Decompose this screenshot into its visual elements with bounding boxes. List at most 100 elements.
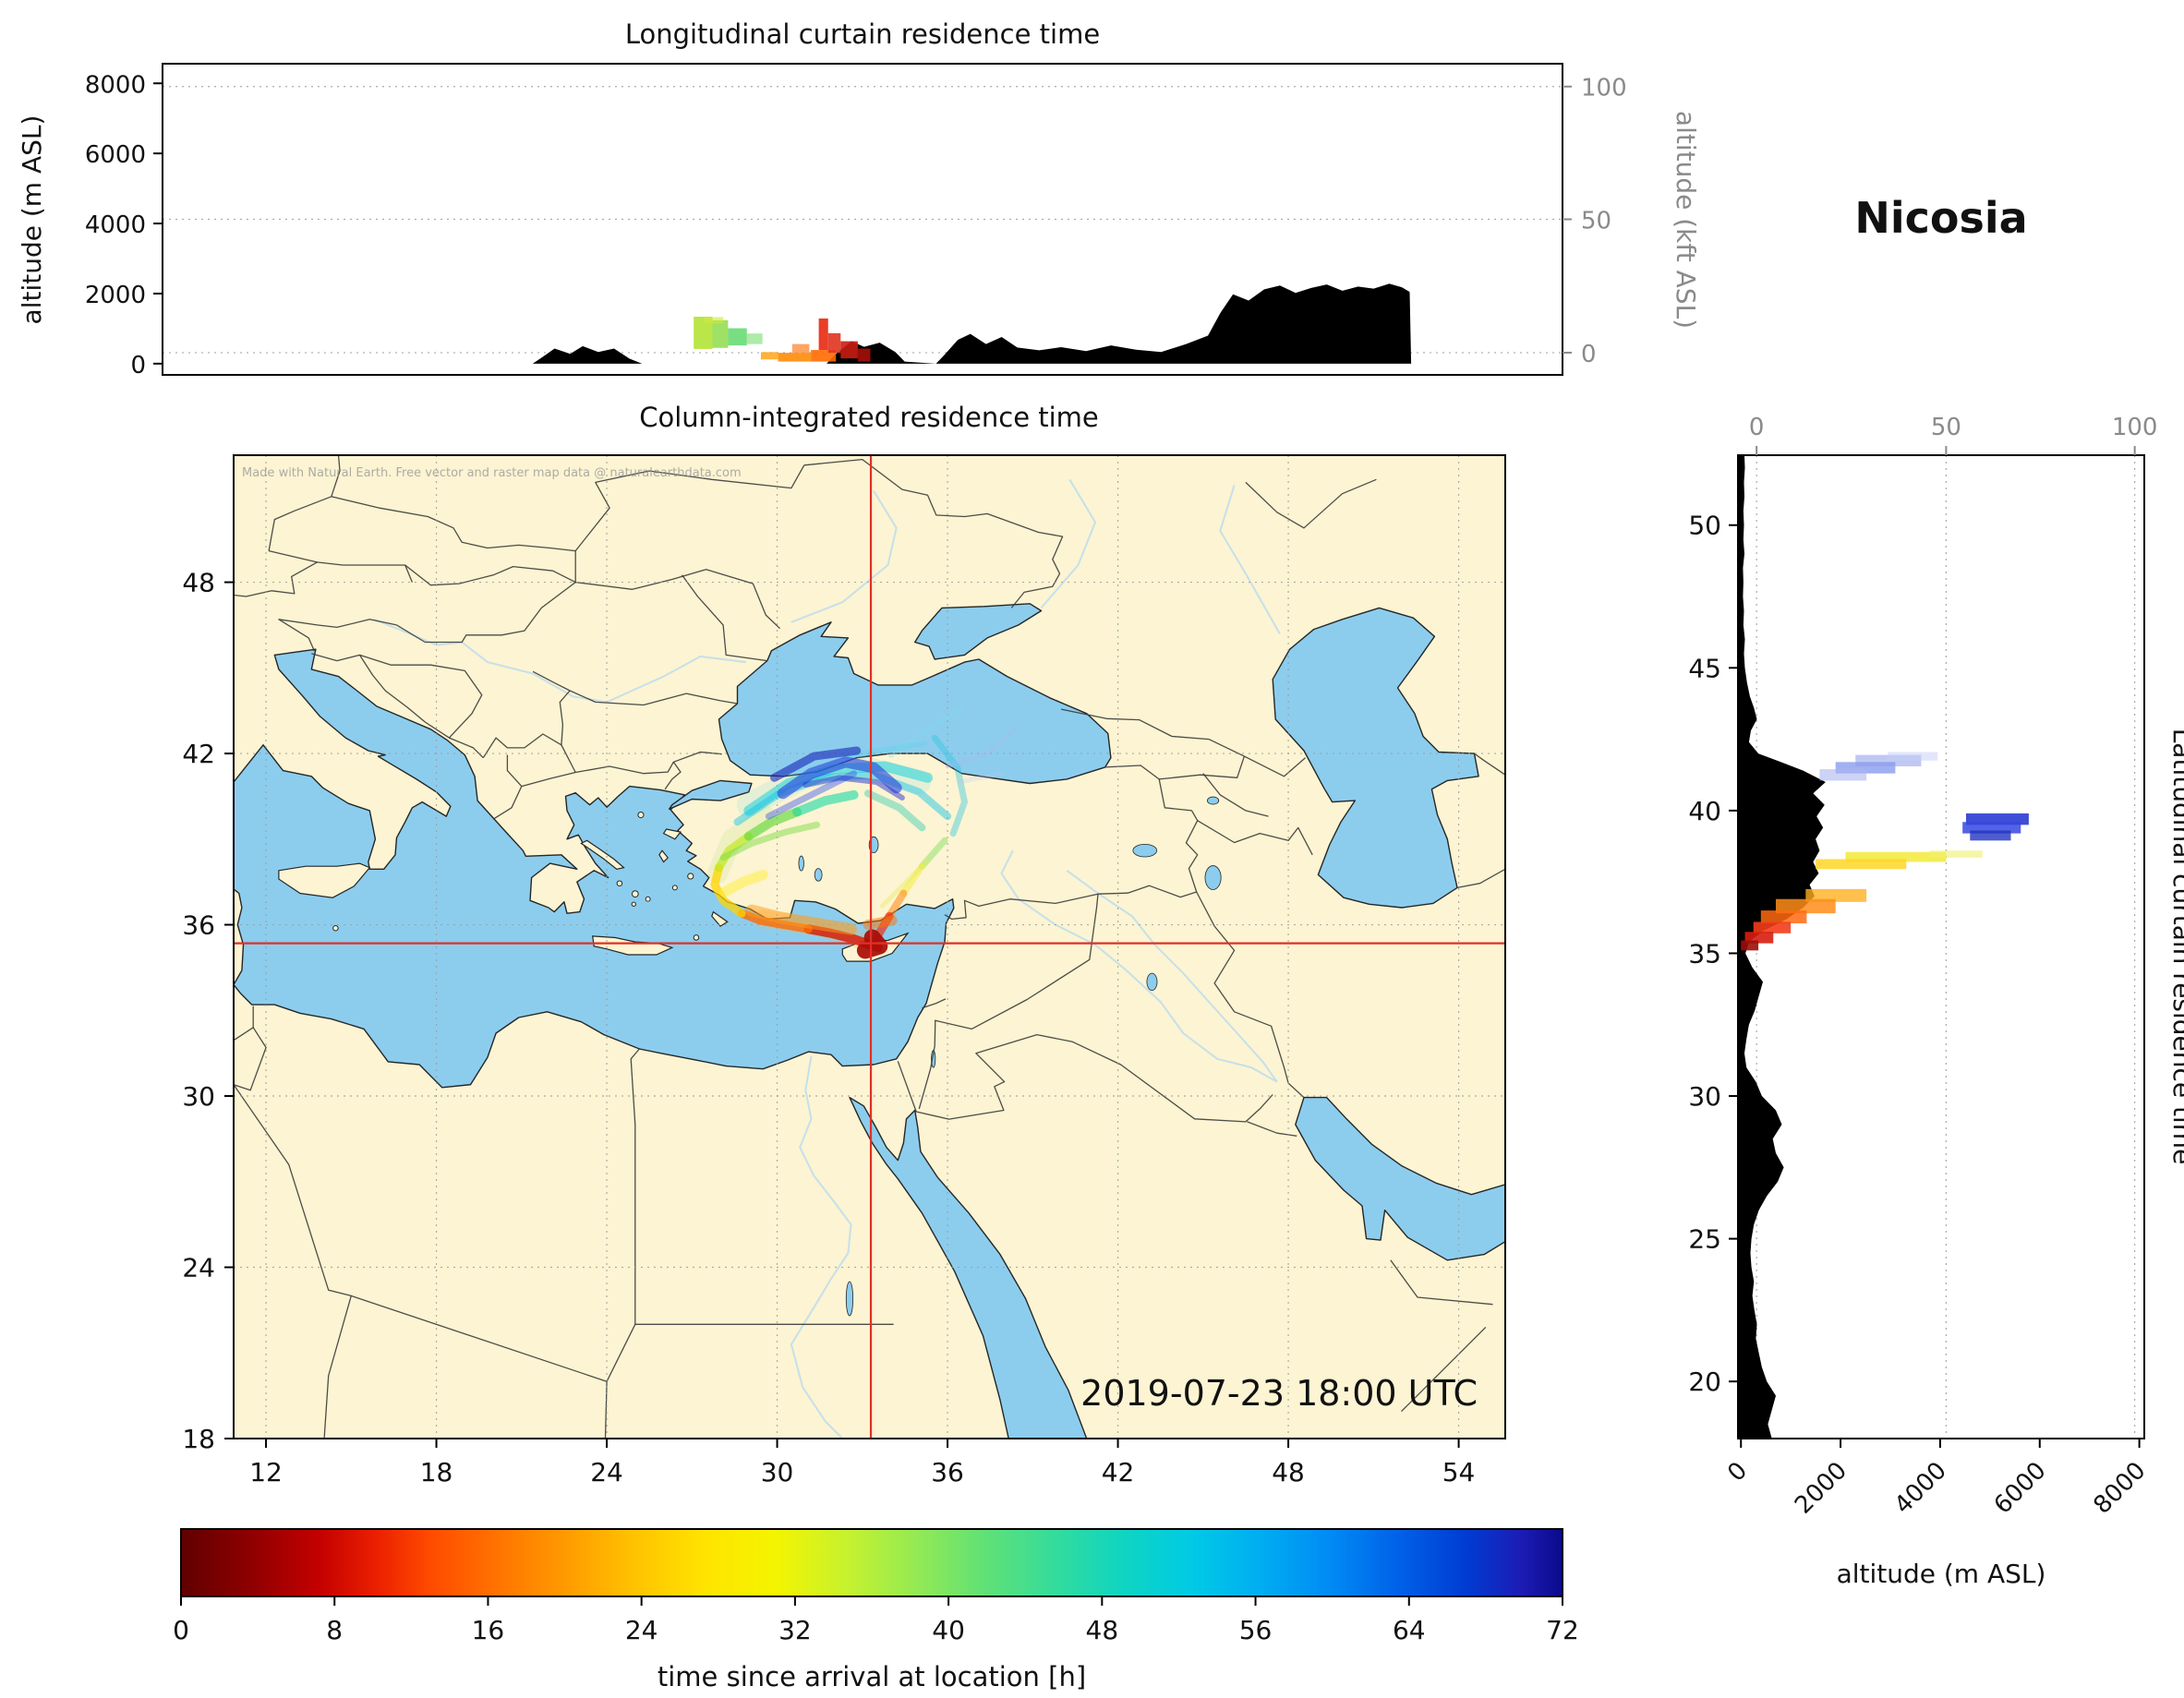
tick-label: 4000 (1889, 1457, 1952, 1520)
tick-label: 4000 (85, 211, 146, 239)
panel-frame (233, 454, 1506, 1439)
sea-caspian-sea (1272, 607, 1479, 909)
small-island (616, 880, 623, 886)
residence-patch (1930, 850, 1983, 858)
tick-label: 18 (182, 1424, 215, 1454)
small-island (671, 885, 678, 891)
residence-time-plume (886, 889, 908, 921)
residence-patch (1741, 940, 1759, 951)
lake (1204, 865, 1222, 890)
country-border (268, 455, 341, 551)
residence-patch (1760, 910, 1807, 923)
residence-patch (827, 332, 841, 354)
sea-sea-of-azov (914, 603, 1043, 660)
country-border (1202, 773, 1269, 817)
country-border (1474, 753, 1505, 776)
country-border (278, 619, 397, 652)
island-crete (592, 935, 674, 956)
residence-patch (840, 341, 858, 359)
residence-patch (857, 348, 871, 362)
island-sicily (278, 862, 371, 898)
colorbar-label: time since arrival at location [h] (658, 1661, 1086, 1692)
residence-patch (746, 333, 763, 344)
residence-time-plume (710, 863, 746, 918)
country-border (1456, 868, 1505, 889)
tick-label: 42 (1102, 1457, 1135, 1487)
country-border (918, 1020, 936, 1110)
country-border (396, 569, 781, 644)
tick-label: 8000 (2089, 1457, 2152, 1520)
tick-label: 50 (1931, 414, 1961, 441)
latitudinal-x-axis-label: altitude (m ASL) (1837, 1559, 2046, 1589)
small-island (687, 873, 694, 880)
residence-time-plume (765, 770, 858, 820)
river (790, 490, 898, 623)
tick-label: 0 (130, 352, 146, 379)
country-border (404, 550, 576, 586)
lake (798, 855, 804, 872)
island-rhodes (711, 910, 729, 927)
residence-patch (818, 318, 828, 351)
tick-label: 64 (1393, 1615, 1426, 1645)
country-border (311, 653, 465, 672)
residence-time-plume (956, 771, 1004, 785)
panel-frame (1737, 454, 2145, 1439)
residence-time-plume (802, 775, 905, 801)
map-timestamp: 2019-07-23 18:00 UTC (1080, 1373, 1478, 1414)
small-island (631, 901, 636, 907)
river (790, 1055, 852, 1439)
tick-label: 0 (1581, 341, 1597, 368)
country-border (922, 998, 947, 1009)
small-island (637, 811, 645, 819)
tick-label: 56 (1239, 1615, 1273, 1645)
tick-label: 24 (182, 1253, 215, 1283)
country-border (897, 1033, 1273, 1123)
country-border (268, 549, 318, 563)
station-title: Nicosia (1854, 193, 2027, 243)
country-border (1245, 478, 1377, 529)
river (1040, 478, 1097, 609)
small-island (631, 890, 639, 898)
river (1219, 485, 1281, 634)
country-border (234, 561, 414, 597)
residence-time-plume (737, 909, 813, 933)
tick-label: 72 (1546, 1615, 1579, 1645)
residence-time-plume (945, 725, 1019, 769)
country-border (234, 1027, 267, 1091)
map-content (234, 455, 1505, 1439)
country-border (803, 458, 1064, 608)
tick-label: 100 (2112, 414, 2158, 441)
latitudinal-curtain-content (1738, 455, 2136, 1439)
tick-label: 30 (1688, 1081, 1721, 1112)
country-border (482, 690, 571, 759)
longitudinal-panel-title: Longitudinal curtain residence time (625, 18, 1100, 50)
residence-patch (1819, 769, 1867, 781)
residence-time-plume (715, 832, 754, 873)
tick-label: 40 (932, 1615, 965, 1645)
residence-time-plume (879, 858, 930, 909)
lake (1146, 972, 1158, 992)
residence-time-plume (864, 789, 926, 832)
small-island (645, 896, 651, 902)
small-island (693, 934, 700, 941)
country-border (323, 1295, 608, 1439)
tick-label: 24 (590, 1457, 623, 1487)
country-border (944, 765, 1199, 921)
residence-time-plume (745, 904, 857, 935)
figure-labels: Longitudinal curtain residence time alti… (17, 18, 2184, 1692)
country-border (681, 574, 767, 662)
country-border (575, 751, 722, 775)
residence-time-plume (719, 869, 768, 897)
tick-label: 50 (1688, 511, 1721, 541)
sea-persian-gulf (1295, 1096, 1505, 1261)
country-border (1159, 755, 1246, 780)
residence-time-plume (743, 807, 802, 841)
country-border (1197, 820, 1313, 856)
country-border (234, 1084, 352, 1297)
river (1000, 849, 1278, 1083)
map-panel-title: Column-integrated residence time (639, 402, 1099, 433)
terrain-profile-longitudinal (163, 283, 1412, 364)
